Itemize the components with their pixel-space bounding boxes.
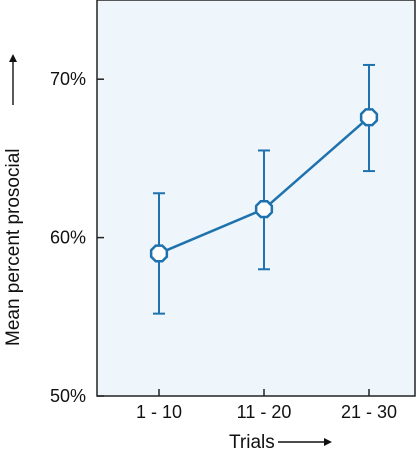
x-ticks: 1 - 10 11 - 20 21 - 30: [136, 389, 397, 422]
y-axis-arrow: [9, 54, 17, 105]
x-tick-label: 1 - 10: [136, 402, 182, 422]
y-tick-label: 50%: [50, 386, 86, 406]
y-tick-label: 60%: [50, 228, 86, 248]
data-points: [149, 108, 379, 263]
x-axis-label: Trials: [229, 432, 275, 453]
data-point: [359, 108, 379, 127]
data-point: [149, 244, 169, 263]
x-tick-label: 21 - 30: [341, 402, 397, 422]
data-point: [254, 199, 274, 219]
y-ticks: 50% 60% 70%: [50, 69, 104, 406]
y-tick-label: 70%: [50, 69, 86, 89]
y-axis-label: Mean percent prosocial: [3, 149, 24, 347]
x-axis-arrow: [278, 438, 332, 446]
plot-area: [96, 0, 416, 397]
x-tick-label: 11 - 20: [237, 402, 292, 422]
